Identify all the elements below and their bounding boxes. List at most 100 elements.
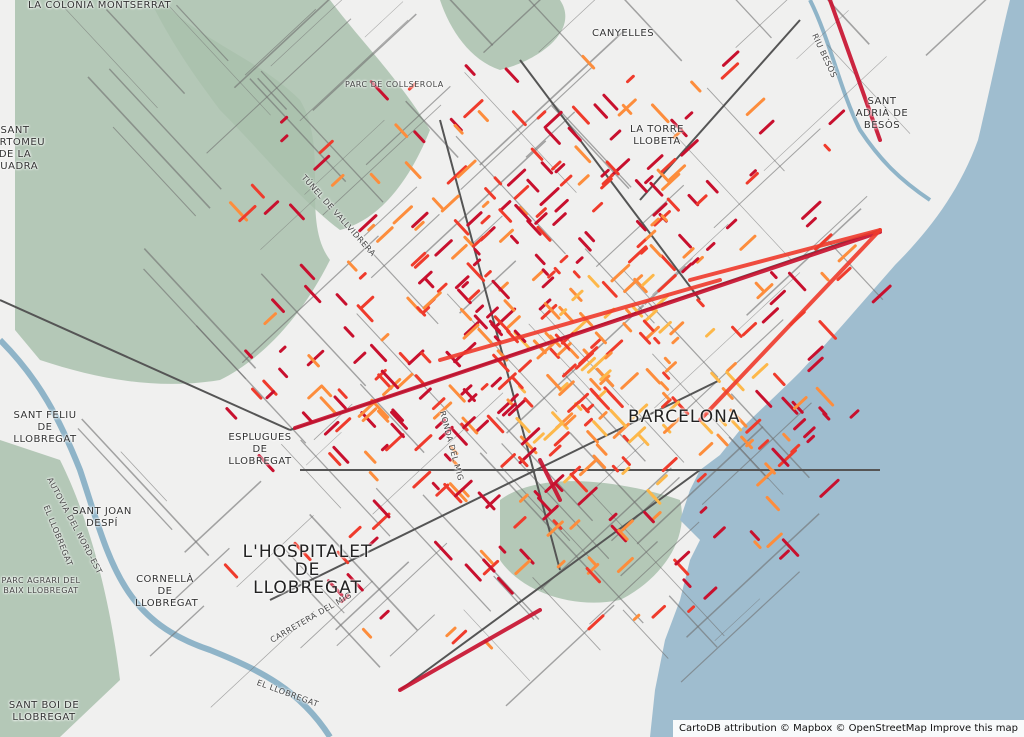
hotspot-segment — [690, 257, 700, 266]
hotspot-segment — [547, 270, 556, 279]
hotspot-segment — [453, 219, 470, 236]
street — [538, 0, 596, 53]
hotspot-segment — [634, 179, 648, 193]
hotspot-segment — [806, 434, 816, 444]
hotspot-corridor — [398, 608, 542, 692]
hotspot-segment — [551, 160, 562, 171]
hotspot-segment — [660, 254, 676, 272]
hotspot-segment — [651, 511, 662, 521]
hotspot-segment — [745, 171, 759, 185]
hotspot-segment — [467, 289, 481, 302]
hotspot-segment — [626, 74, 635, 84]
hotspot-segment — [265, 390, 276, 400]
hotspot-segment — [616, 557, 634, 573]
label-barcelona: Barcelona — [628, 407, 741, 427]
hotspot-segment — [609, 129, 622, 141]
hotspot-segment — [307, 385, 323, 400]
openstreetmap-link[interactable]: © OpenStreetMap — [835, 723, 927, 734]
hotspot-segment — [418, 387, 432, 400]
hotspot-segment — [537, 496, 553, 514]
hotspot-segment — [745, 418, 762, 434]
hotspot-segment — [244, 349, 254, 359]
hotspot-segment — [556, 341, 572, 357]
hotspot-segment — [587, 275, 600, 288]
street — [540, 467, 672, 591]
label-parc-collserola: Parc de Collserola — [345, 80, 444, 89]
hotspot-segment — [587, 556, 598, 567]
hotspot-segment — [600, 168, 610, 178]
hotspot-segment — [625, 308, 633, 316]
hotspot-segment — [764, 462, 776, 475]
hotspot-segment — [543, 302, 561, 320]
hotspot-segment — [659, 381, 670, 392]
hotspot-segment — [506, 398, 515, 407]
street — [532, 576, 601, 651]
hotspot-segment — [433, 540, 453, 561]
hotspot-segment — [731, 325, 743, 338]
street — [309, 513, 418, 631]
hotspot-segment — [667, 164, 687, 182]
main-road — [0, 299, 291, 431]
hotspot-segment — [662, 391, 671, 401]
hotspot-segment — [543, 422, 563, 441]
hotspot-segment — [337, 388, 348, 399]
street — [322, 104, 442, 216]
hotspot-segment — [661, 456, 678, 473]
hotspot-segment — [601, 281, 618, 298]
hotspot-segment — [650, 103, 670, 124]
hotspot-segment — [449, 445, 459, 456]
label-cornella: Cornellà de Llobregat — [135, 574, 199, 609]
hotspot-segment — [540, 303, 558, 320]
hotspot-corridor — [293, 230, 882, 430]
hotspot-segment — [819, 478, 840, 498]
street — [260, 197, 317, 250]
hotspot-segment — [332, 445, 350, 464]
hotspot-segment — [720, 62, 740, 80]
street — [299, 19, 409, 122]
hotspot-segment — [610, 263, 631, 283]
hotspot-segment — [646, 154, 664, 170]
cartodb-attribution-link[interactable]: CartoDB attribution — [679, 723, 777, 734]
park-area — [0, 440, 120, 737]
hotspot-segment — [396, 372, 414, 390]
hotspot-segment — [621, 456, 631, 467]
hotspot-segment — [348, 525, 362, 539]
hotspot-segment — [358, 214, 378, 233]
improve-map-link[interactable]: Improve this map — [930, 723, 1018, 734]
hotspot-segment — [790, 443, 801, 454]
hotspot-segment — [257, 454, 275, 473]
hotspot-segment — [225, 407, 238, 420]
hotspot-segment — [548, 444, 562, 457]
hotspot-segment — [368, 536, 379, 547]
hotspot-segment — [645, 368, 662, 385]
hotspot-segment — [574, 351, 594, 370]
hotspot-segment — [574, 145, 592, 164]
hotspot-segment — [649, 244, 663, 258]
hotspot-segment — [661, 398, 672, 409]
hotspot-segment — [464, 64, 476, 76]
hotspot-segment — [504, 67, 520, 83]
hotspot-segment — [803, 426, 816, 439]
street — [210, 610, 315, 708]
hotspot-segment — [484, 270, 492, 278]
hotspot-segment — [377, 373, 393, 390]
street — [405, 100, 459, 159]
street — [463, 609, 531, 682]
mapbox-link[interactable]: © Mapbox — [779, 723, 833, 734]
label-sant-bartomeu: Sant Bartomeu de la Quadra — [0, 125, 46, 172]
hotspot-segment — [486, 306, 499, 319]
hotspot-segment — [511, 110, 527, 127]
hotspot-segment — [518, 456, 529, 468]
hotspot-segment — [280, 115, 289, 124]
hotspot-segment — [605, 339, 624, 357]
hotspot-segment — [656, 168, 672, 185]
hotspot-segment — [371, 512, 391, 530]
hotspot-segment — [623, 274, 644, 294]
street — [652, 223, 729, 295]
hotspot-segment — [372, 499, 391, 519]
street — [312, 13, 417, 112]
hotspot-segment — [660, 158, 677, 173]
hotspot-segment — [678, 233, 693, 249]
street — [589, 521, 700, 625]
